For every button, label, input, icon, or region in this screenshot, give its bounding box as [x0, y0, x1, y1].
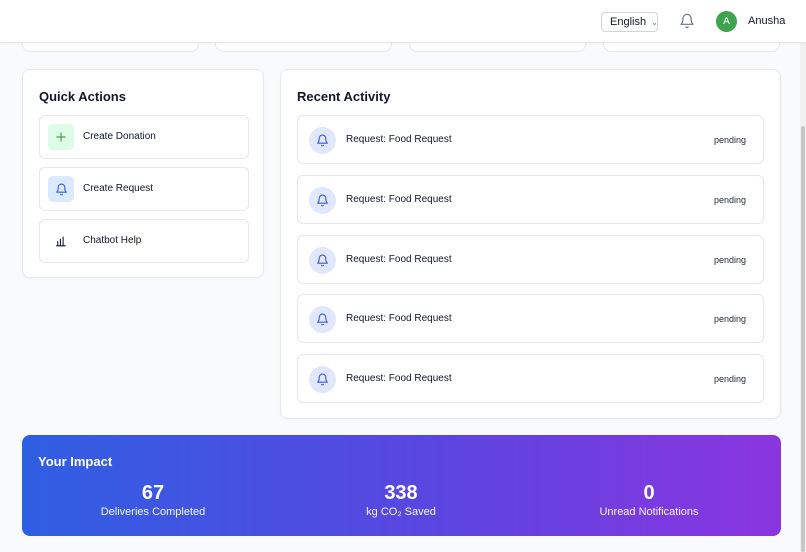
create-request-button[interactable]: Create Request: [39, 167, 249, 211]
deliveries-stat: 67 Deliveries Completed: [43, 482, 263, 518]
bell-icon: [48, 176, 74, 202]
activity-item[interactable]: Request: Food Request pending: [297, 175, 764, 224]
activity-item[interactable]: Request: Food Request pending: [297, 354, 764, 403]
plus-icon: [48, 124, 74, 150]
co2-value: 338: [384, 482, 418, 504]
quick-actions-title: Quick Actions: [39, 89, 126, 104]
activity-label: Request: Food Request: [346, 313, 452, 324]
create-request-label: Create Request: [83, 183, 154, 194]
activity-item[interactable]: Request: Food Request pending: [297, 294, 764, 343]
bell-icon: [309, 127, 336, 154]
chatbot-help-label: Chatbot Help: [83, 235, 142, 246]
create-donation-button[interactable]: Create Donation: [39, 115, 249, 159]
notifications-stat: 0 Unread Notifications: [539, 482, 759, 518]
status-badge: pending: [713, 314, 746, 324]
bar-chart-icon: [48, 228, 74, 254]
user-name[interactable]: Anusha: [748, 15, 786, 27]
bell-icon: [309, 187, 336, 214]
scrollbar-thumb[interactable]: [801, 126, 805, 552]
activity-label: Request: Food Request: [346, 254, 452, 265]
activity-item[interactable]: Request: Food Request pending: [297, 115, 764, 164]
notifications-label: Unread Notifications: [599, 506, 699, 518]
co2-label: kg CO₂ Saved: [366, 506, 436, 518]
bell-icon: [309, 247, 336, 274]
deliveries-value: 67: [141, 482, 165, 504]
bell-icon: [309, 366, 336, 393]
activity-label: Request: Food Request: [346, 373, 452, 384]
bell-icon: [309, 306, 336, 333]
status-badge: pending: [713, 135, 746, 145]
activity-label: Request: Food Request: [346, 134, 452, 145]
notifications-value: 0: [643, 482, 655, 504]
language-select[interactable]: English ⌄: [601, 12, 658, 32]
recent-activity-card: Recent Activity Request: Food Request pe…: [280, 69, 781, 419]
co2-stat: 338 kg CO₂ Saved: [291, 482, 511, 518]
activity-item[interactable]: Request: Food Request pending: [297, 235, 764, 284]
avatar[interactable]: A: [716, 11, 737, 32]
status-badge: pending: [713, 374, 746, 384]
impact-banner: Your Impact 67 Deliveries Completed 338 …: [22, 435, 781, 536]
notification-bell-icon[interactable]: [679, 13, 695, 29]
status-badge: pending: [713, 195, 746, 205]
deliveries-label: Deliveries Completed: [100, 506, 206, 518]
create-donation-label: Create Donation: [83, 131, 156, 142]
language-value: English: [610, 16, 647, 28]
recent-activity-title: Recent Activity: [297, 89, 391, 104]
avatar-initial: A: [723, 16, 730, 27]
top-bar: English ⌄ A Anusha: [0, 0, 806, 43]
status-badge: pending: [713, 255, 746, 265]
chevron-down-icon: ⌄: [651, 17, 658, 27]
chatbot-help-button[interactable]: Chatbot Help: [39, 219, 249, 263]
impact-title: Your Impact: [38, 454, 113, 469]
activity-label: Request: Food Request: [346, 194, 452, 205]
quick-actions-card: Quick Actions Create Donation Create Req…: [22, 69, 264, 278]
